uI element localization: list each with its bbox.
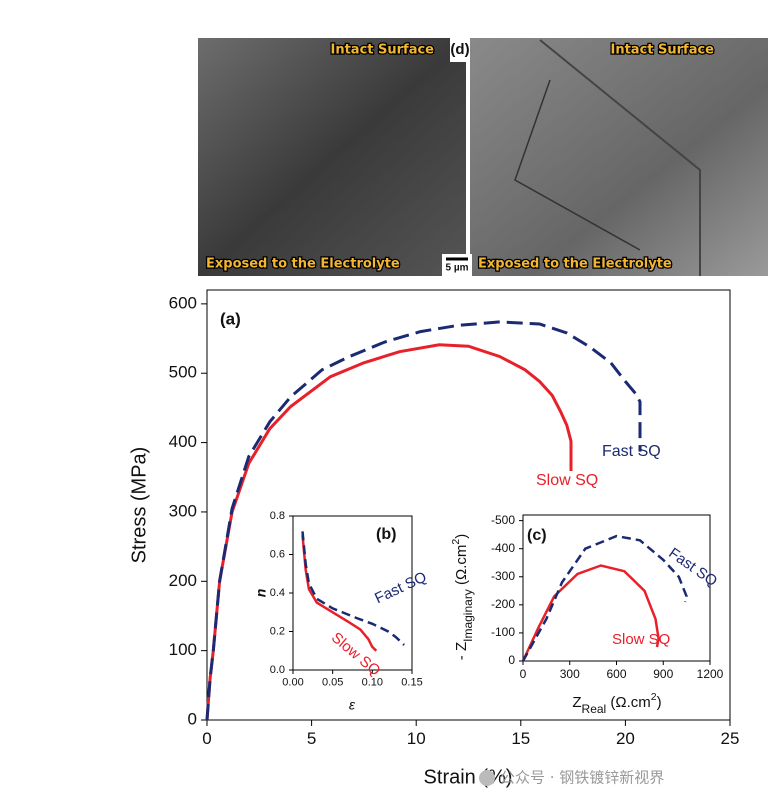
series-line — [521, 534, 688, 662]
x-tick-label: 0.05 — [322, 677, 343, 689]
x-axis-label-part: ) — [657, 694, 662, 711]
x-tick-label: 0 — [520, 667, 527, 681]
x-tick-label: 5 — [307, 729, 316, 748]
plot-frame — [522, 514, 711, 662]
sem-label: Exposed to the Electrolyte — [478, 257, 672, 272]
plot-frame — [206, 289, 731, 721]
y-axis-label-part: - Z — [453, 642, 470, 660]
y-tick-label: 0 — [188, 709, 197, 728]
x-axis-label-part: 2 — [651, 691, 657, 703]
y-axis-label-part: ) — [453, 534, 470, 539]
watermark-icon — [479, 770, 495, 786]
y-tick-label: 0.8 — [270, 510, 285, 522]
y-tick-label: 100 — [169, 640, 197, 659]
x-tick-label: 0 — [202, 729, 211, 748]
y-axis-label: Stress (MPa) — [128, 447, 150, 564]
series-label: Slow SQ — [536, 472, 598, 489]
y-tick-label: 500 — [169, 363, 197, 382]
x-tick-label: 300 — [560, 667, 580, 681]
x-tick-label: 15 — [511, 729, 530, 748]
y-axis-label-part: Imaginary — [461, 589, 475, 642]
sem-crack — [514, 79, 641, 251]
y-tick-label: 400 — [169, 432, 197, 451]
series-label: Fast SQ — [602, 443, 661, 460]
x-tick-label: 0.00 — [282, 677, 303, 689]
y-tick-label: -500 — [491, 513, 515, 527]
y-tick-label: 600 — [169, 293, 197, 312]
sem-label: Intact Surface — [610, 43, 714, 58]
y-axis-label: - ZImaginary (Ω.cm2) — [450, 534, 475, 660]
sem-label: Exposed to the Electrolyte — [206, 257, 400, 272]
y-tick-label: 0 — [508, 653, 515, 667]
inset-background — [523, 515, 710, 661]
y-tick-label: 0.4 — [270, 587, 285, 599]
x-tick-label: 20 — [616, 729, 635, 748]
panel-label-bg — [450, 38, 470, 62]
y-tick-label: 0.2 — [270, 625, 285, 637]
x-axis-label-part: Real — [582, 702, 607, 716]
series-line — [205, 320, 642, 721]
y-tick-label: 0.0 — [270, 664, 285, 676]
y-tick-label: 300 — [169, 501, 197, 520]
y-tick-label: 0.6 — [270, 548, 285, 560]
y-tick-label: -100 — [491, 625, 515, 639]
x-axis-label: ε — [349, 697, 356, 713]
y-axis-label-part: (Ω.cm — [453, 545, 470, 590]
sem-image-right — [470, 38, 768, 276]
y-axis-label-part: 2 — [450, 539, 462, 545]
x-tick-label: 25 — [721, 729, 740, 748]
x-tick-label: 0.10 — [362, 677, 383, 689]
y-tick-label: -200 — [491, 597, 515, 611]
series-line — [521, 564, 660, 662]
y-tick-label: -300 — [491, 569, 515, 583]
x-axis-label-part: Z — [572, 694, 581, 711]
x-tick-label: 10 — [407, 729, 426, 748]
series-label: Slow SQ — [612, 631, 670, 648]
x-tick-label: 600 — [606, 667, 626, 681]
plot-frame — [292, 515, 413, 671]
sem-label: Intact Surface — [330, 43, 434, 58]
panel-label: (d) — [450, 41, 469, 58]
x-axis-label: ZReal (Ω.cm2) — [572, 691, 661, 716]
sem-feature — [539, 39, 701, 276]
series-line — [301, 531, 405, 646]
x-tick-label: 1200 — [697, 667, 724, 681]
watermark: 公众号 · 钢铁镀锌新视界 — [500, 769, 664, 787]
panel-label: (a) — [220, 309, 241, 328]
y-axis-label: n — [253, 589, 269, 598]
y-tick-label: 200 — [169, 571, 197, 590]
scale-bar-label: 5 µm — [446, 263, 469, 274]
x-tick-label: 900 — [653, 667, 673, 681]
y-tick-label: -400 — [491, 541, 515, 555]
sem-image-left — [198, 38, 466, 276]
panel-label: (b) — [376, 526, 396, 543]
panel-label: (c) — [527, 527, 547, 544]
x-tick-label: 0.15 — [401, 677, 422, 689]
x-axis-label-part: (Ω.cm — [606, 694, 651, 711]
